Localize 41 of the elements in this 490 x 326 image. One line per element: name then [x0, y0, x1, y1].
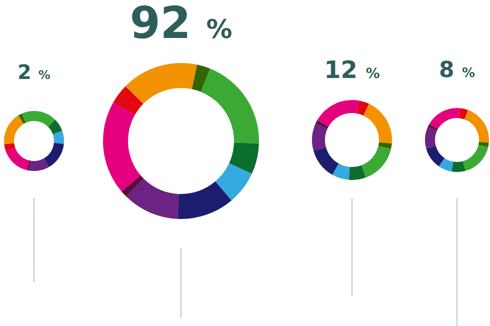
donut-slice [378, 142, 392, 149]
donut-slice [426, 146, 445, 166]
donut-slice [332, 163, 350, 180]
donut-slice [44, 142, 64, 168]
donut-slice [478, 142, 489, 148]
donut-slice [28, 158, 49, 171]
donut-slice [363, 104, 392, 144]
donut-slice [348, 165, 366, 180]
donut-slice [4, 143, 16, 152]
donut-slice [26, 160, 30, 171]
chart-title: 92 % [130, 0, 232, 49]
donut-slice [428, 124, 438, 131]
donut-slice [215, 163, 252, 200]
donut-slice [229, 142, 259, 174]
donut-slice [200, 68, 259, 144]
donut-slice [438, 158, 454, 172]
donut-slice [103, 102, 141, 192]
donut-slice [361, 146, 391, 178]
donut-slice [52, 130, 64, 144]
donut-slice [462, 144, 488, 171]
chart-title: 8 % [439, 58, 475, 83]
donut-slice [452, 161, 466, 172]
donut-slice [18, 114, 26, 124]
chart-title: 2 % [18, 60, 50, 84]
donut-slice [312, 123, 328, 151]
donut-slice [122, 175, 144, 196]
donut-slice [313, 147, 339, 175]
donut-slice [4, 115, 24, 144]
donut-slice [6, 148, 30, 170]
donut-slice [356, 100, 370, 116]
donut-slice [429, 108, 457, 130]
donut-slice [48, 120, 62, 134]
donut-slice [178, 181, 232, 219]
donut-slice [113, 86, 144, 115]
donut-slice [464, 110, 489, 143]
donut-slice [192, 64, 210, 92]
donut-slice [316, 120, 329, 129]
donut-slice [458, 108, 468, 120]
donut-slice [126, 178, 179, 219]
chart-title: 12 % [324, 56, 380, 84]
donut-slice [425, 126, 437, 149]
